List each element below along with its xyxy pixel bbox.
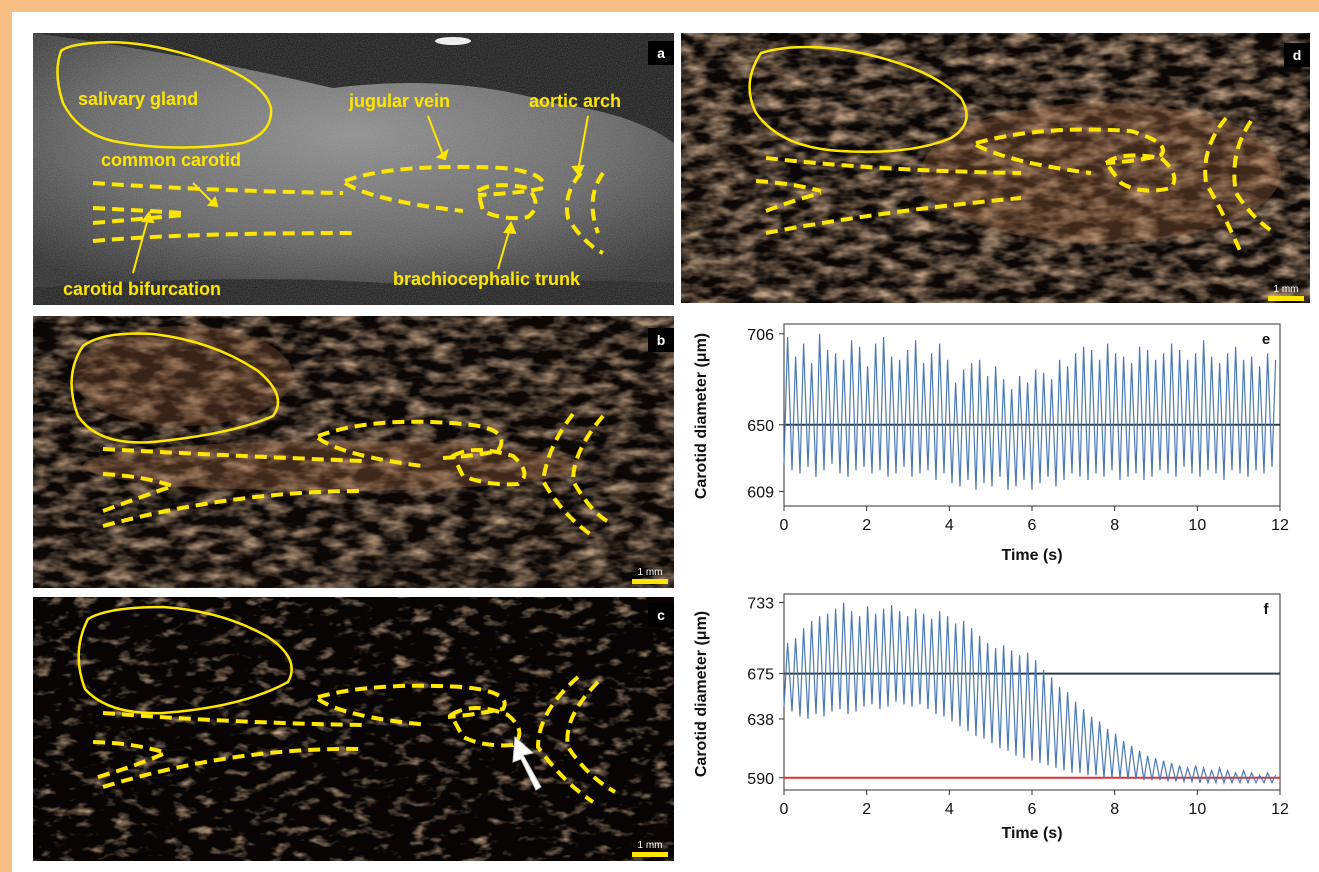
- label-carotid-bifurcation: carotid bifurcation: [63, 279, 221, 299]
- chartE-xtick-label: 2: [862, 517, 871, 534]
- scale-bar-d: 1 mm: [1268, 284, 1304, 301]
- chart-e-ylabel: Carotid diameter (μm): [693, 333, 710, 499]
- panel-b-letter: b: [648, 328, 674, 352]
- chartF-ytick-label: 733: [747, 596, 774, 613]
- chart-e: 609 650 706 0 2 4 6 8 10 12 Time (s) Carotid dia…: [680, 316, 1310, 576]
- chartF-xtick-label: 12: [1271, 801, 1289, 818]
- chartF-xtick-label: 6: [1028, 801, 1037, 818]
- label-aortic-arch: aortic arch: [529, 91, 621, 111]
- chart-f-ylabel: Carotid diameter (μm): [693, 611, 710, 777]
- chartF-xtick-label: 8: [1110, 801, 1119, 818]
- chartE-xtick-label: 8: [1110, 517, 1119, 534]
- chart-f-xlabel: Time (s): [1001, 825, 1062, 842]
- panel-c-contrast-image: c 1 mm: [33, 597, 674, 861]
- chartE-xtick-label: 6: [1028, 517, 1037, 534]
- scale-bar-b-label: 1 mm: [637, 567, 663, 578]
- salivary-gland-outline: [748, 45, 968, 154]
- figure-border-left: [0, 12, 12, 872]
- chartF-xtick-label: 0: [780, 801, 789, 818]
- panel-a-bmode-image: salivary gland jugular vein aortic arch …: [33, 33, 674, 305]
- arrow-indicator: [512, 735, 542, 791]
- panel-d-letter: d: [1284, 43, 1310, 67]
- chartE-xtick-label: 0: [780, 517, 789, 534]
- figure-border-top: [0, 0, 1319, 12]
- chart-e-panel-letter: e: [1262, 331, 1270, 348]
- chart-e-svg: 609 650 706 0 2 4 6 8 10 12 Time (s) Carotid dia…: [693, 323, 1289, 564]
- scale-bar-d-label: 1 mm: [1273, 284, 1299, 295]
- chart-e-series-line: [783, 333, 1277, 490]
- chartE-xtick-label: 10: [1188, 517, 1206, 534]
- chartE-xtick-label: 12: [1271, 517, 1289, 534]
- chartF-xtick-label: 10: [1188, 801, 1206, 818]
- salivary-gland-outline: [77, 605, 293, 715]
- panel-b-contrast-image: b 1 mm: [33, 316, 674, 588]
- chartE-ytick-label: 650: [747, 418, 774, 435]
- chartE-xtick-label: 4: [945, 517, 954, 534]
- label-brachiocephalic-trunk: brachiocephalic trunk: [393, 269, 581, 289]
- label-salivary-gland: salivary gland: [78, 89, 198, 109]
- salivary-gland-outline: [56, 40, 273, 149]
- chart-f: 590 638 675 733 0 2 4 6 8 10 12 Time (s) Carotid …: [680, 586, 1310, 856]
- panel-d-contrast-image: d 1 mm: [681, 33, 1310, 303]
- chart-f-series-line: [783, 602, 1277, 785]
- chartF-ytick-label: 675: [747, 667, 774, 684]
- scale-bar-c-label: 1 mm: [637, 840, 663, 851]
- chartF-xtick-label: 4: [945, 801, 954, 818]
- scale-bar-b: 1 mm: [632, 567, 668, 584]
- chartF-xtick-label: 2: [862, 801, 871, 818]
- chartF-ytick-label: 590: [747, 771, 774, 788]
- panel-c-letter: c: [648, 603, 674, 627]
- scale-bar-c: 1 mm: [632, 840, 668, 857]
- chart-f-panel-letter: f: [1264, 601, 1270, 618]
- label-common-carotid: common carotid: [101, 150, 241, 170]
- chart-f-svg: 590 638 675 733 0 2 4 6 8 10 12 Time (s) Carotid …: [693, 593, 1289, 842]
- panel-a-letter: a: [648, 41, 674, 65]
- chartF-ytick-label: 638: [747, 712, 774, 729]
- chartE-ytick-label: 609: [747, 484, 774, 501]
- label-jugular-vein: jugular vein: [348, 91, 450, 111]
- chartE-ytick-label: 706: [747, 327, 774, 344]
- chart-e-xlabel: Time (s): [1001, 547, 1062, 564]
- salivary-gland-outline: [70, 332, 280, 444]
